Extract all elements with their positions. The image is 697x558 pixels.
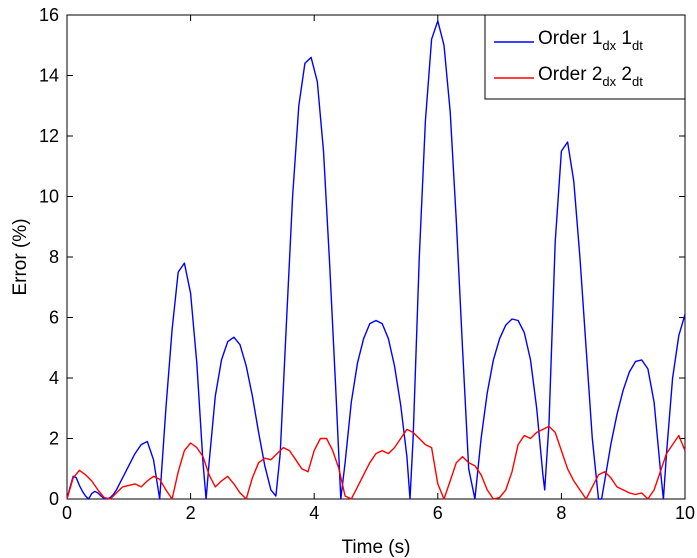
legend-box (484, 14, 686, 100)
series-line-2 (66, 425, 686, 500)
x-tick-label: 8 (556, 503, 566, 523)
x-axis-label: Time (s) (342, 537, 411, 558)
x-tick-label: 10 (675, 503, 695, 523)
legend-text-subscript: dx (602, 74, 616, 89)
legend-text-subscript: dt (632, 74, 643, 89)
legend-text-main: 1 (616, 28, 632, 49)
legend-text-subscript: dt (632, 38, 643, 53)
y-tick-label: 0 (49, 489, 59, 509)
legend-text-main: Order 2 (538, 64, 602, 85)
series-line-1 (66, 20, 686, 500)
series-layer (66, 20, 686, 500)
y-tick-label: 2 (49, 429, 59, 449)
y-tick-label: 12 (39, 126, 59, 146)
legend-label-1: Order 1dx 1dt (538, 28, 643, 53)
legend-text-main: Order 1 (538, 28, 602, 49)
y-tick-label: 16 (39, 5, 59, 25)
legend-label-2: Order 2dx 2dt (538, 64, 643, 89)
x-tick-label: 2 (186, 503, 196, 523)
x-tick-label: 4 (309, 503, 319, 523)
y-tick-label: 14 (39, 66, 59, 86)
legend-text-main: 2 (616, 64, 632, 85)
x-tick-label: 0 (62, 503, 72, 523)
y-tick-label: 10 (39, 187, 59, 207)
y-tick-label: 4 (49, 368, 59, 388)
y-tick-label: 6 (49, 308, 59, 328)
y-tick-label: 8 (49, 247, 59, 267)
y-axis-label: Error (%) (10, 218, 31, 295)
legend-text-subscript: dx (602, 38, 616, 53)
x-tick-label: 6 (433, 503, 443, 523)
